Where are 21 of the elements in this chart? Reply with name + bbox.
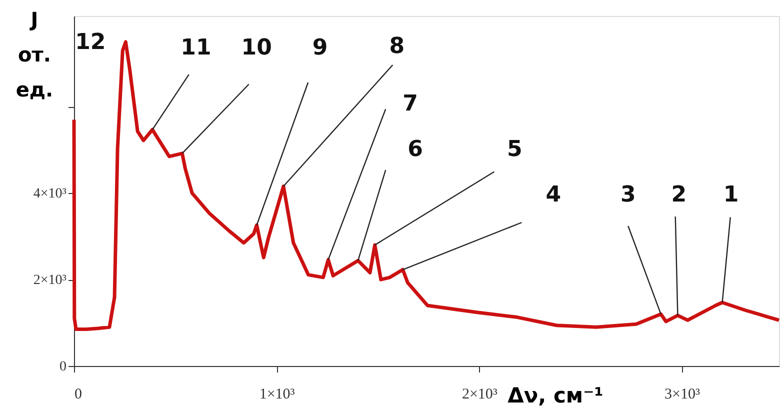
y-tick-label: 2×10³ (33, 273, 66, 288)
annotation: 12 (75, 30, 106, 55)
annotation: 2 (671, 182, 687, 208)
x-axis-title: Δν, см⁻¹ (508, 384, 604, 408)
annotation: 11 (180, 36, 212, 60)
y-axis-title: J от. ед. (16, 8, 54, 102)
annotation: 8 (389, 34, 405, 59)
x-tick-label: 1×10³ (259, 386, 296, 402)
x-tick-label: 0 (74, 386, 82, 402)
annotation: 5 (506, 137, 522, 162)
annotation: 10 (241, 36, 272, 60)
annotation: 6 (408, 137, 423, 162)
y-tick-label: 4×10³ (33, 186, 66, 202)
x-tick-label: 2×10³ (462, 386, 498, 402)
annotation: 1 (723, 182, 739, 208)
annotation: 4 (546, 182, 562, 208)
y-tick-label: 0 (60, 360, 66, 374)
annotation: 7 (402, 92, 418, 116)
x-tick-label: 3×10³ (664, 386, 700, 402)
annotation: 9 (312, 36, 328, 60)
annotation: 3 (620, 182, 636, 208)
